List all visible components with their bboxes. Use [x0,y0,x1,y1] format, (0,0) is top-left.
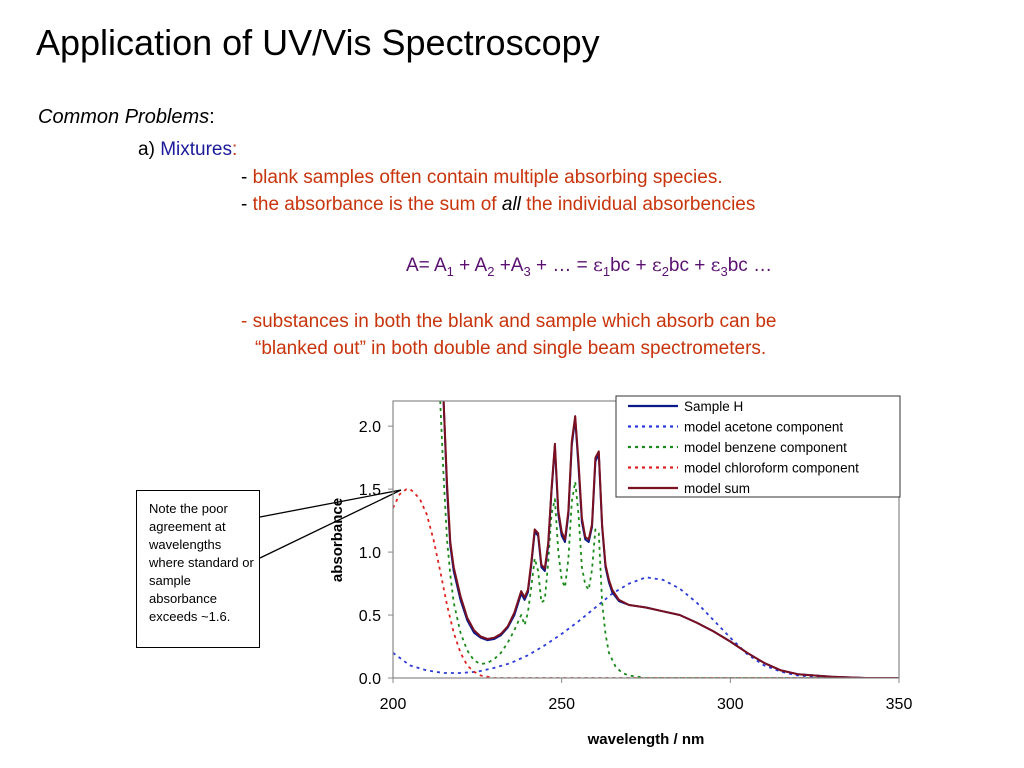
series-line-1 [393,576,899,678]
legend: Sample H model acetone component model ben… [615,395,901,498]
bullet-1-text: blank samples often contain multiple abs… [252,167,723,188]
plot-area [393,401,899,678]
eq-plus-1: + A [453,255,488,276]
item-a: a) Mixtures: [138,139,237,161]
item-a-colon: : [231,139,238,160]
bullet-3-line-1: - substances in both the blank and sampl… [241,311,777,332]
eq-plus-2: +A [494,255,524,276]
eq-bc-2: bc + [668,255,711,276]
eq-sub-3: 3 [523,263,531,279]
bullet-2-text-after: the individual absorbencies [520,194,756,215]
y-tick-label: 0.5 [359,608,381,625]
legend-label: model benzene component [684,440,847,455]
eq-a: A= A [406,255,447,276]
legend-label: Sample H [684,399,743,414]
eq-eps-sub-3: 3 [720,263,728,279]
subtitle: Common Problems: [38,106,215,129]
x-axis-label: wavelength / nm [587,731,705,748]
eq-epsilon-1: ε [593,254,603,276]
x-tick-label: 200 [380,696,407,713]
eq-epsilon-3: ε [710,254,721,276]
bullet-3-line-2: “blanked out” in both double and single … [255,338,767,359]
callout-line-upper [259,489,402,518]
legend-box [615,395,901,498]
callout-line-lower [259,489,402,559]
eq-sub-1: 1 [446,263,454,279]
y-tick-label: 2.0 [359,419,381,436]
bullet-2: - the absorbance is the sum of all the i… [241,194,755,216]
x-tick-label: 300 [717,696,744,713]
y-tick-label: 0.0 [359,671,381,688]
item-a-label: Mixtures [160,139,232,160]
eq-epsilon-2: ε [651,254,662,276]
bullet-2-text-before: the absorbance is the sum of [252,194,502,215]
legend-label: model chloroform component [684,461,859,476]
x-tick-label: 350 [886,696,913,713]
eq-bc-1: bc + [610,255,652,276]
bullet-1: - blank samples often contain multiple a… [241,167,723,189]
series-line-4 [442,401,899,678]
subtitle-colon: : [209,106,215,128]
eq-sub-2: 2 [487,263,495,279]
eq-eps-sub-1: 1 [602,263,611,279]
y-tick-label: 1.0 [359,545,381,562]
x-tick-label: 250 [548,696,575,713]
y-tick-label: 1.5 [359,482,381,499]
slide-title: Application of UV/Vis Spectroscopy [36,22,600,63]
eq-mid: + … = [530,255,594,276]
y-axis-label: absorbance [329,498,346,582]
legend-label: model acetone component [684,420,843,435]
annotation-note: Note the poor agreement at wavelengths w… [136,490,260,648]
bullet-2-dash: - [241,194,253,215]
subtitle-label: Common Problems [38,106,210,128]
bullet-1-dash: - [241,167,253,188]
legend-label: model sum [684,481,750,496]
eq-bc-3: bc … [727,255,773,276]
series-line-3 [393,488,899,678]
sum-equation: A= A1 + A2 +A3 + … = ε1bc + ε2bc + ε3bc … [406,254,772,279]
item-a-prefix: a) [138,139,161,160]
bullet-2-italic: all [501,194,521,215]
eq-eps-sub-2: 2 [661,263,669,279]
